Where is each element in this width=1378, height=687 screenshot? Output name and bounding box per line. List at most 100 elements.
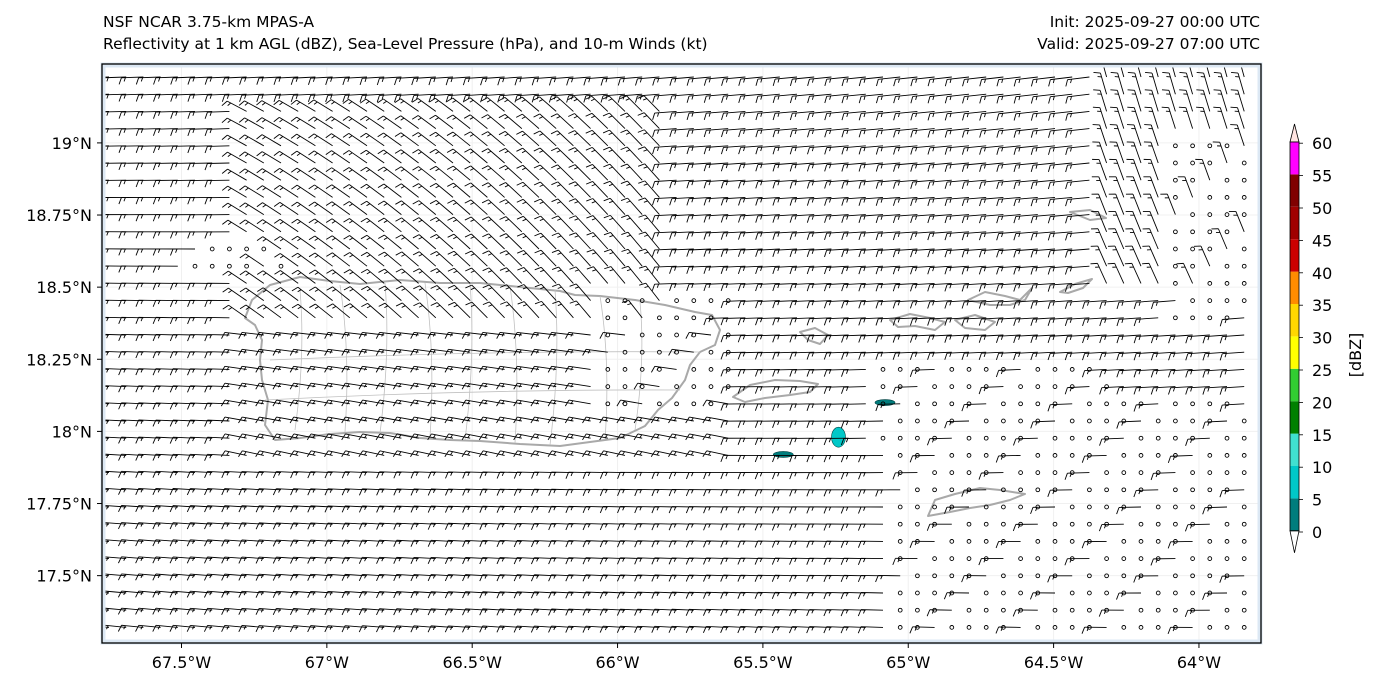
- wind-barb: [1195, 158, 1211, 181]
- wind-barb: [875, 196, 901, 206]
- wind-barb: [979, 214, 1004, 224]
- wind-barb: [772, 76, 798, 86]
- wind-barb: [1142, 228, 1159, 250]
- wind-barb: [806, 351, 832, 360]
- wind-barb: [651, 282, 677, 291]
- wind-barb: [377, 132, 402, 147]
- calm-wind-marker: [1190, 315, 1195, 321]
- wind-barb: [326, 235, 351, 250]
- wind-barb: [1092, 124, 1108, 146]
- wind-barb: [585, 146, 609, 164]
- wind-barb: [1047, 248, 1073, 258]
- calm-wind-marker: [209, 263, 215, 269]
- wind-barb: [1125, 228, 1142, 250]
- calm-wind-marker: [278, 263, 284, 269]
- wind-barb: [445, 76, 471, 86]
- wind-barb: [343, 269, 368, 284]
- wind-barb: [961, 214, 987, 224]
- wind-barb: [551, 249, 574, 267]
- wind-barb: [638, 180, 660, 198]
- wind-barb: [789, 334, 815, 343]
- wind-barb: [824, 162, 849, 172]
- wind-barb: [635, 76, 660, 86]
- wind-barb: [669, 162, 694, 172]
- wind-barb: [944, 351, 970, 360]
- wind-barb: [464, 165, 488, 181]
- wind-barb: [341, 348, 368, 356]
- wind-barb: [772, 162, 798, 172]
- wind-barb: [534, 215, 557, 233]
- wind-barb: [910, 145, 935, 155]
- calm-wind-marker: [1224, 195, 1230, 200]
- wind-barb: [516, 147, 540, 164]
- wind-barb: [412, 149, 437, 164]
- wind-barb: [1196, 106, 1211, 129]
- wind-barb: [789, 231, 815, 240]
- wind-barb: [135, 128, 161, 136]
- wind-barb: [979, 76, 1004, 87]
- wind-barb: [1231, 72, 1245, 95]
- wind-barb: [996, 300, 1021, 309]
- wind-barb: [652, 110, 677, 120]
- wind-barb: [1099, 351, 1124, 361]
- wind-barb: [273, 76, 299, 85]
- wind-barb: [517, 267, 540, 284]
- wind-barb: [395, 268, 419, 284]
- wind-barb: [1065, 179, 1090, 190]
- wind-barb: [824, 110, 849, 121]
- wind-barb: [394, 132, 419, 147]
- wind-barb: [238, 134, 265, 147]
- lat-tick-label: 18°N: [52, 422, 92, 441]
- wind-barb: [961, 231, 987, 241]
- wind-barb: [1030, 162, 1056, 172]
- wind-barb: [478, 365, 505, 373]
- wind-barb: [927, 110, 952, 121]
- wind-barb: [893, 145, 918, 155]
- wind-barb: [669, 214, 694, 223]
- wind-barb: [498, 130, 523, 147]
- colorbar-segment: [1290, 206, 1299, 240]
- wind-barb: [927, 179, 952, 189]
- wind-barb: [944, 145, 970, 155]
- wind-barb: [858, 282, 884, 292]
- wind-barb: [638, 248, 660, 267]
- wind-barb: [1124, 262, 1142, 284]
- wind-barb: [720, 196, 746, 206]
- wind-barb: [1099, 300, 1124, 309]
- wind-barb: [552, 283, 574, 301]
- calm-wind-marker: [192, 263, 198, 269]
- wind-barb: [308, 99, 333, 112]
- wind-barb: [377, 200, 402, 215]
- wind-barb: [413, 302, 437, 319]
- wind-barb: [652, 76, 677, 86]
- wind-barb: [1065, 231, 1090, 241]
- wind-barb: [393, 348, 419, 356]
- wind-barb: [517, 284, 540, 301]
- wind-barb: [927, 196, 952, 206]
- wind-barb: [1030, 76, 1056, 87]
- wind-barb: [325, 167, 351, 181]
- wind-barb: [620, 95, 643, 112]
- wind-barb: [1013, 265, 1038, 275]
- wind-barb: [429, 114, 454, 129]
- wind-barb: [789, 317, 815, 326]
- wind-barb: [1127, 124, 1142, 146]
- wind-barb: [720, 214, 746, 223]
- wind-barb: [927, 214, 952, 224]
- wind-barb: [135, 93, 161, 102]
- wind-barb: [669, 128, 694, 138]
- wind-barb: [944, 248, 970, 258]
- wind-barb: [256, 185, 282, 198]
- wind-barb: [806, 179, 832, 189]
- wind-barb: [823, 300, 849, 309]
- wind-barb: [996, 128, 1021, 138]
- wind-barb: [568, 113, 591, 129]
- wind-barb: [621, 265, 643, 284]
- wind-barb: [961, 317, 987, 326]
- wind-barb: [1048, 145, 1073, 155]
- calm-wind-marker: [1207, 212, 1213, 217]
- wind-barb: [1047, 196, 1073, 207]
- lon-tick-label: 64.5°W: [1024, 653, 1084, 672]
- wind-barb: [377, 115, 402, 129]
- wind-barb: [961, 351, 987, 360]
